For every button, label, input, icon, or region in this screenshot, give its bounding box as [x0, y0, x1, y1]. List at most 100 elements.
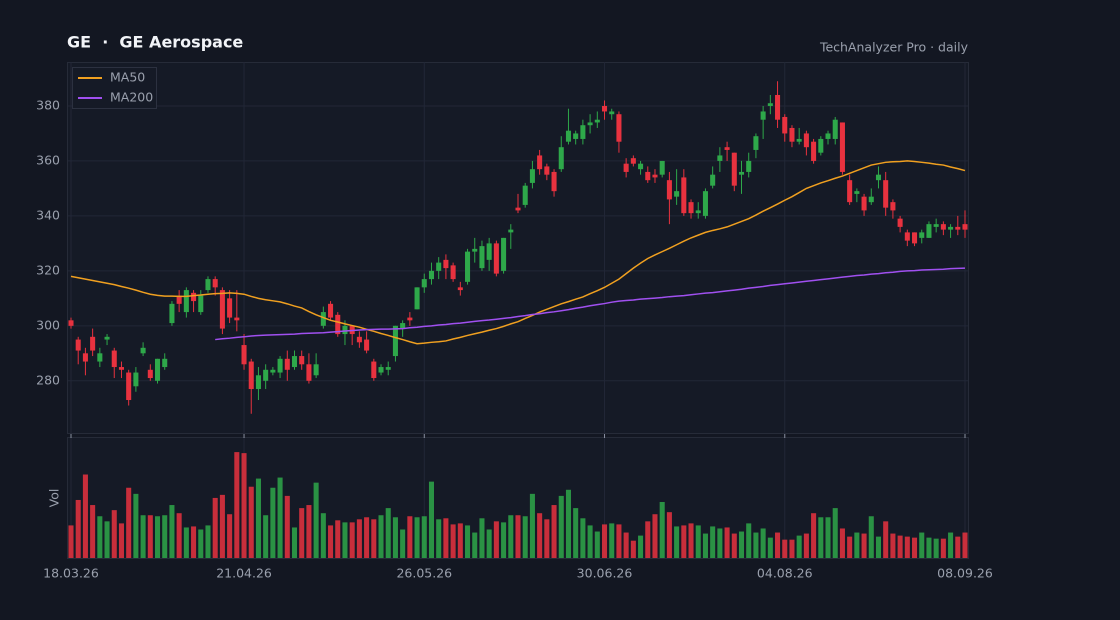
volume-bar	[493, 521, 499, 558]
candle-body	[501, 237, 507, 271]
candle-body	[666, 180, 672, 200]
volume-bar	[710, 526, 716, 558]
x-tick-label: 04.08.26	[757, 566, 813, 581]
candle-body	[688, 202, 694, 214]
volume-bar	[933, 538, 939, 558]
volume-bar	[313, 482, 319, 558]
volume-bar	[638, 535, 644, 558]
volume-bar	[955, 536, 961, 558]
candle-body	[90, 336, 96, 351]
volume-bar	[111, 510, 117, 558]
candle-body	[645, 171, 651, 181]
volume-bar	[594, 531, 600, 558]
volume-bar	[890, 533, 896, 558]
volume-bar	[926, 537, 932, 558]
candle-body	[227, 298, 233, 318]
candle-body	[457, 287, 463, 291]
candle-body	[299, 356, 305, 365]
volume-bar	[522, 516, 528, 558]
candle-body	[565, 130, 571, 142]
candle-body	[609, 111, 615, 115]
candle-body	[875, 174, 882, 181]
candle-body	[746, 160, 752, 172]
candle-body	[933, 224, 939, 227]
candle-body	[897, 218, 903, 227]
candle-body	[277, 358, 283, 373]
candle-body	[263, 369, 269, 381]
candle-body	[731, 152, 737, 186]
volume-bar	[875, 536, 882, 558]
candle-body	[306, 364, 312, 381]
volume-bar	[861, 533, 867, 558]
candle-body	[940, 224, 946, 230]
volume-bar	[782, 539, 788, 558]
candle-body	[320, 312, 326, 326]
candle-body	[702, 191, 708, 216]
candle-body	[767, 103, 773, 106]
volume-bar	[154, 516, 161, 558]
volume-bar	[169, 505, 175, 558]
volume-bar	[529, 493, 535, 558]
volume-bar	[364, 517, 370, 558]
chart-title: GE · GE Aerospace	[67, 33, 243, 52]
legend-box	[72, 67, 157, 109]
volume-bar	[688, 523, 694, 558]
volume-bar	[241, 453, 247, 558]
candle-body	[111, 350, 117, 368]
candle-body	[104, 336, 110, 340]
volume-bar	[428, 481, 435, 558]
candle-body	[479, 246, 485, 269]
x-tick-label: 21.04.26	[216, 566, 272, 581]
y-tick-label: 360	[36, 152, 60, 167]
volume-bar	[126, 487, 132, 558]
volume-bar	[940, 538, 946, 558]
volume-bar	[450, 524, 456, 558]
moving-average-line	[215, 267, 966, 341]
candle-body	[364, 339, 370, 351]
candle-body	[133, 372, 139, 387]
volume-bar	[695, 525, 701, 558]
candle-body	[529, 169, 535, 183]
candle-body	[147, 369, 153, 379]
volume-bar	[270, 487, 276, 558]
candle-body	[652, 174, 658, 178]
y-tick-label: 280	[36, 372, 60, 387]
volume-bar	[573, 508, 579, 558]
candle-body	[659, 160, 665, 175]
volume-bar	[465, 525, 471, 558]
volume-bar	[212, 497, 218, 558]
candle-body	[443, 259, 449, 269]
volume-bar	[558, 495, 564, 558]
candle-body	[825, 133, 831, 139]
candle-body	[861, 196, 867, 211]
candle-body	[883, 180, 889, 208]
volume-bar	[414, 517, 420, 558]
candle-body	[818, 138, 824, 153]
volume-bar	[883, 521, 889, 558]
candle-body	[371, 361, 377, 379]
volume-bar	[681, 525, 687, 558]
volume-bar	[291, 527, 298, 558]
candle-body	[630, 158, 636, 164]
volume-bar	[868, 516, 874, 558]
volume-bar	[818, 517, 824, 558]
candle-body	[356, 336, 362, 343]
candle-body	[75, 339, 81, 351]
volume-bar	[832, 508, 838, 558]
volume-bar	[515, 515, 521, 558]
candle-body	[753, 136, 759, 150]
y-tick-label: 300	[36, 317, 60, 332]
volume-bar	[796, 535, 802, 558]
volume-bar	[90, 505, 96, 558]
candle-body	[205, 279, 211, 291]
volume-bar	[760, 528, 766, 558]
volume-bar	[803, 533, 809, 558]
candle-body	[493, 243, 499, 274]
volume-bar	[328, 525, 334, 558]
volume-bar	[443, 518, 449, 558]
candle-body	[926, 224, 932, 238]
volume-bar	[811, 513, 817, 558]
candle-body	[738, 171, 745, 175]
volume-bar	[68, 525, 74, 558]
candle-body	[407, 317, 413, 321]
